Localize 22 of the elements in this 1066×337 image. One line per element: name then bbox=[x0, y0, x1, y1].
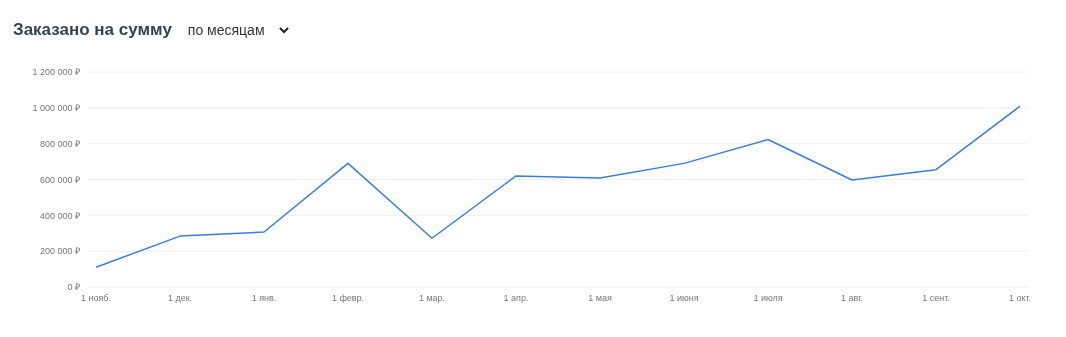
y-tick-label: 0 ₽ bbox=[67, 282, 80, 293]
x-tick-label: 1 июня bbox=[669, 293, 699, 304]
y-tick-label: 1 200 000 ₽ bbox=[32, 67, 80, 78]
x-tick-label: 1 авг. bbox=[841, 293, 863, 304]
x-tick-label: 1 апр. bbox=[503, 293, 529, 304]
y-tick-label: 1 000 000 ₽ bbox=[32, 103, 80, 114]
y-tick-label: 200 000 ₽ bbox=[39, 246, 80, 257]
x-tick-label: 1 окт. bbox=[1008, 293, 1032, 304]
chart-subtitle: по месяцам bbox=[187, 22, 265, 38]
chart-title: Заказано на сумму bbox=[13, 20, 172, 40]
x-tick-label: 1 нояб. bbox=[80, 293, 112, 304]
x-tick-label: 1 дек. bbox=[167, 293, 193, 304]
y-tick-label: 600 000 ₽ bbox=[39, 174, 80, 185]
x-tick-label: 1 мар. bbox=[418, 293, 446, 304]
line-series bbox=[95, 105, 1021, 269]
x-tick-label: 1 июля bbox=[753, 293, 783, 304]
x-tick-label: 1 мая bbox=[588, 293, 612, 304]
x-tick-label: 1 сент. bbox=[922, 293, 950, 304]
x-tick-label: 1 янв. bbox=[251, 293, 277, 304]
x-tick-label: 1 февр. bbox=[331, 293, 365, 304]
y-tick-label: 400 000 ₽ bbox=[39, 210, 80, 221]
y-tick-label: 800 000 ₽ bbox=[39, 138, 80, 149]
